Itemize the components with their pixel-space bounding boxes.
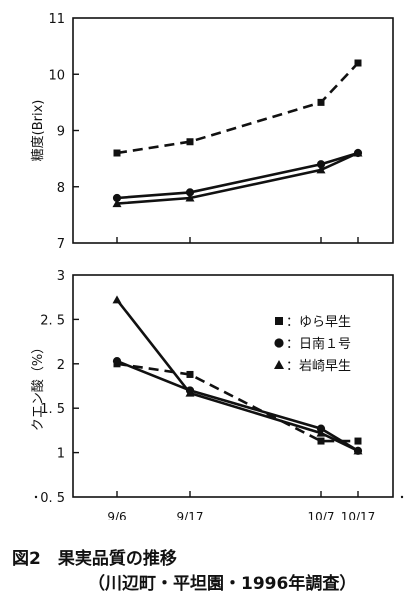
chart1-y-tick-label: 9 (57, 125, 65, 140)
stray-dot-left (34, 495, 38, 499)
chart1-series-1-point (317, 98, 325, 106)
chart2-x-tick-label: 9/6 (107, 510, 126, 520)
chart2-x-tick-label: 10/7 (308, 510, 335, 520)
chart2-legend-label: ：日南１号 (286, 336, 351, 352)
chart1-series-3-point (185, 193, 195, 202)
chart1-series-2-point (185, 188, 195, 197)
chart1-series-3-point (316, 165, 326, 174)
chart2-series-line-3 (115, 299, 359, 452)
stray-dot-right (400, 495, 404, 499)
chart2-legend-marker (274, 338, 284, 348)
chart1-series-2-point (112, 193, 122, 203)
chart2-legend-marker (275, 317, 283, 325)
chart2-legend-marker (274, 360, 284, 369)
figure-caption-line2: （川辺町・平坦園・1996年調査） (88, 574, 357, 594)
chart2-legend-label: ：ゆら早生 (286, 315, 351, 330)
chart2-x-tick-label: 9/17 (177, 510, 204, 520)
chart1-y-tick-label: 7 (57, 237, 65, 252)
chart2-series-3-point (353, 446, 363, 455)
chart2-y-tick-label: 1. 5 (40, 402, 65, 417)
chart1-y-tick-label: 8 (57, 181, 65, 196)
chart2-y-tick-label: 1 (57, 447, 65, 462)
chart2-x-tick-label: 10/17 (341, 510, 376, 520)
chart2-series-1-point (317, 437, 325, 445)
chart1-series-1-point (186, 138, 194, 146)
chart2-plot-frame (72, 274, 394, 498)
chart1-series-1-point (113, 149, 121, 157)
chart2-series-1-point (354, 437, 362, 445)
chart1-plot-frame (72, 17, 394, 244)
chart2-series-3-point (112, 295, 122, 304)
chart-svg: 7 8 9 10 11 糖度(Brix) 0. 5 1 1. 5 2 2. 5 3 クエン酸（%） 9/6… (30, 12, 404, 550)
chart2-series-line-2 (116, 359, 359, 452)
chart2-y-tick-label: 0. 5 (40, 491, 65, 506)
chart1-series-line-1 (116, 62, 359, 155)
chart2-y-tick-label: 3 (57, 269, 65, 284)
chart2-series-3-point (316, 428, 326, 437)
chart1-series-1-point (354, 59, 362, 67)
chart1-series-line-3 (116, 151, 359, 205)
chart1-series-line-2 (116, 151, 359, 200)
chart1-y-axis-label: 糖度(Brix) (30, 100, 46, 162)
chart1-series-2-point (316, 160, 326, 169)
chart2-series-1-point (186, 370, 194, 378)
chart2-series-3-point (185, 388, 195, 397)
chart2-y-axis-label: クエン酸（%） (31, 341, 46, 431)
chart2-series-line-1 (116, 362, 358, 443)
chart1-series-3-point (112, 199, 122, 208)
chart1-y-tick-label: 11 (48, 12, 65, 27)
chart1-series-3-point (353, 148, 363, 157)
figure-caption-line1: 図2 果実品質の推移 (12, 549, 177, 569)
chart2-y-tick-label: 2 (57, 358, 65, 373)
chart2-legend-label: ：岩崎早生 (286, 359, 351, 374)
chart1-y-tick-label: 10 (48, 68, 65, 83)
chart2-y-tick-label: 2. 5 (40, 313, 65, 328)
chart2-series-2-point (112, 357, 122, 366)
